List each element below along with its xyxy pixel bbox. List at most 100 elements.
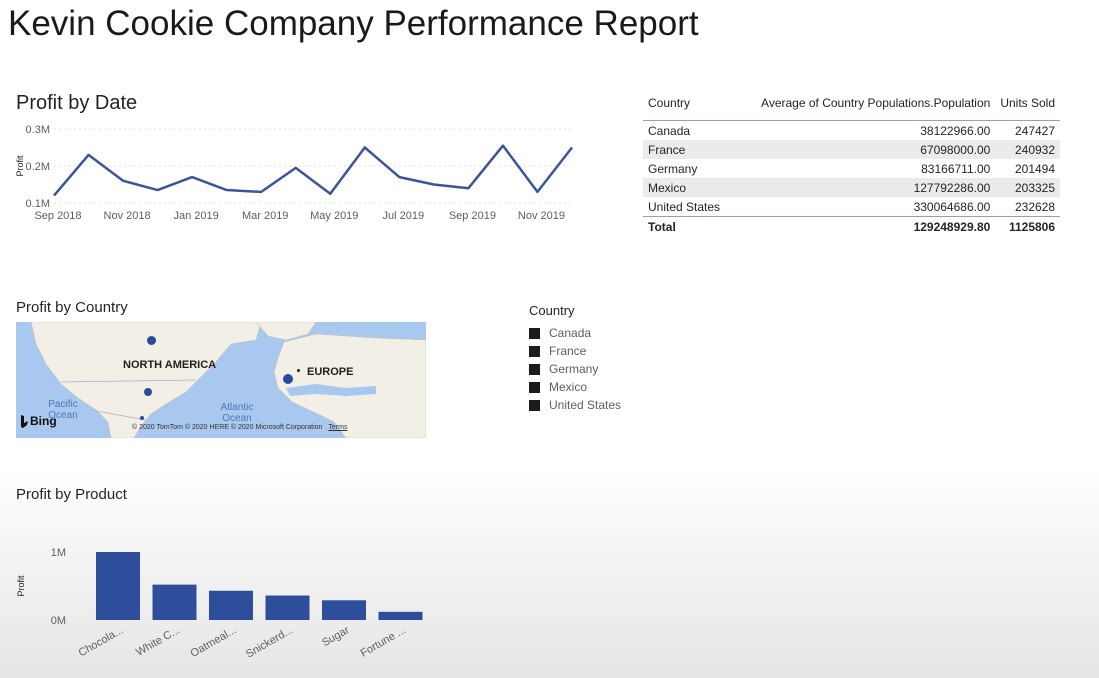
table-row[interactable]: Germany 83166711.00 201494 xyxy=(643,159,1060,178)
map-point-mexico[interactable] xyxy=(140,416,144,420)
line-chart-point[interactable] xyxy=(52,194,56,198)
bar-chart-bar[interactable] xyxy=(96,552,140,620)
table-total-cell: 129248929.80 xyxy=(725,216,996,236)
table-cell: United States xyxy=(648,200,721,214)
column-header-units-sold[interactable]: Units Sold xyxy=(995,96,1061,121)
line-chart-point[interactable] xyxy=(363,146,367,150)
line-chart-point[interactable] xyxy=(501,144,505,148)
line-chart-point[interactable] xyxy=(466,186,470,190)
table-row[interactable]: Mexico 127792286.00 203325 xyxy=(643,178,1061,197)
line-chart-point[interactable] xyxy=(259,190,263,194)
profit-by-product-chart[interactable]: Profit 0M 1M Chocola... White C... Oatmeal...… xyxy=(14,538,434,672)
legend-item[interactable]: France xyxy=(529,342,621,360)
bing-logo: Bing xyxy=(20,414,57,428)
column-header-population[interactable]: Average of Country Populations.Populatio… xyxy=(725,96,996,121)
legend-item[interactable]: Canada xyxy=(529,324,621,342)
table-header-row: Country Average of Country Populations.P… xyxy=(643,96,1061,121)
bar-chart-title: Profit by Product xyxy=(16,486,127,503)
bar-chart-bar[interactable] xyxy=(152,584,197,620)
legend-item[interactable]: Mexico xyxy=(529,378,621,396)
line-chart-y-tick: 0.1M xyxy=(26,198,50,210)
bar-chart-bar[interactable] xyxy=(209,590,253,620)
country-table[interactable]: Country Average of Country Populations.P… xyxy=(643,96,1061,236)
table-cell: 127792286.00 xyxy=(725,178,996,197)
map-label-europe: EUROPE xyxy=(307,366,354,378)
table-cell: 203325 xyxy=(995,178,1061,197)
table-cell: 240932 xyxy=(995,140,1061,159)
line-chart-point[interactable] xyxy=(294,166,298,170)
profit-by-country-map[interactable]: NORTH AMERICA EUROPE Pacific Ocean Atlan… xyxy=(16,322,426,438)
table-cell: 38122966.00 xyxy=(920,124,991,138)
column-header-country[interactable]: Country xyxy=(643,96,726,121)
line-chart-point[interactable] xyxy=(190,175,194,179)
legend-swatch xyxy=(529,363,540,375)
line-chart-point[interactable] xyxy=(397,175,401,179)
legend-label: Mexico xyxy=(549,380,588,394)
line-chart-point[interactable] xyxy=(156,188,160,192)
map-city-dot xyxy=(297,369,300,372)
line-chart-point[interactable] xyxy=(570,146,574,150)
line-chart-x-tick: Nov 2019 xyxy=(518,210,565,222)
line-chart-series-line[interactable] xyxy=(53,144,573,197)
line-chart-ylabel: Profit xyxy=(15,155,25,177)
table-row[interactable]: France 67098000.00 240932 xyxy=(643,140,1061,159)
bar-chart-category-label: Snickerd... xyxy=(244,624,295,660)
table-row[interactable]: United States 330064686.00 232628 xyxy=(643,197,1060,217)
table-cell: 67098000.00 xyxy=(725,140,996,159)
line-chart-point[interactable] xyxy=(535,190,539,194)
line-chart-x-tick: Sep 2019 xyxy=(449,210,496,222)
legend-swatch xyxy=(529,381,540,393)
bar-chart-bar[interactable] xyxy=(265,595,310,620)
map-point-united-states[interactable] xyxy=(144,388,152,396)
line-chart-x-tick: Jan 2019 xyxy=(174,210,219,222)
table-cell: France xyxy=(643,140,726,159)
map-point-europe[interactable] xyxy=(283,374,293,384)
line-chart-x-tick: Nov 2018 xyxy=(104,210,151,222)
bar-chart-y-tick: 1M xyxy=(51,547,66,559)
line-chart-point[interactable] xyxy=(121,179,125,183)
line-chart-y-tick: 0.2M xyxy=(26,161,50,173)
legend-label: United States xyxy=(549,398,622,412)
table-cell: 201494 xyxy=(1014,162,1056,176)
line-chart-point[interactable] xyxy=(328,192,332,196)
bar-chart-y-tick: 0M xyxy=(51,615,66,627)
map-point-canada[interactable] xyxy=(147,336,156,345)
line-chart-x-tick: Jul 2019 xyxy=(383,210,425,222)
bar-chart-bar[interactable] xyxy=(378,611,423,620)
table-row[interactable]: Canada 38122966.00 247427 xyxy=(643,121,1060,141)
legend-label: France xyxy=(549,344,587,358)
table-cell: Mexico xyxy=(643,178,726,197)
table-cell: 232628 xyxy=(1014,200,1056,214)
map-legend: Country Canada France Germany Mexico United … xyxy=(529,303,621,414)
map-label-atlantic: Atlantic Ocean xyxy=(220,402,254,424)
line-chart-point[interactable] xyxy=(87,153,91,157)
table-total-cell: 1125806 xyxy=(995,216,1061,236)
map-copyright-text: © 2020 TomTom © 2020 HERE © 2020 Microso… xyxy=(132,424,323,431)
line-chart-y-tick: 0.3M xyxy=(26,124,50,136)
legend-swatch xyxy=(529,399,540,411)
bar-chart-bar[interactable] xyxy=(322,600,366,620)
profit-by-date-chart[interactable]: Profit 0.1M 0.2M 0.3M Sep 2018 Nov 2018 Jan 20… xyxy=(14,118,584,230)
bar-chart-ylabel: Profit xyxy=(16,575,26,597)
table-total-row: Total 129248929.80 1125806 xyxy=(643,216,1061,236)
line-chart-point[interactable] xyxy=(225,188,229,192)
legend-item[interactable]: Germany xyxy=(529,360,621,378)
line-chart-x-tick: May 2019 xyxy=(310,210,358,222)
report-title: Kevin Cookie Company Performance Report xyxy=(8,4,699,43)
table-total-cell: Total xyxy=(643,216,726,236)
country-table-grid[interactable]: Country Average of Country Populations.P… xyxy=(643,96,1061,236)
legend-label: Canada xyxy=(549,326,592,340)
map-label-pacific: Pacific Ocean xyxy=(48,399,78,421)
legend-item[interactable]: United States xyxy=(529,396,621,414)
bar-chart-category-label: Chocola... xyxy=(77,624,126,659)
table-cell: Canada xyxy=(648,124,691,138)
legend-items: Canada France Germany Mexico United States xyxy=(529,324,621,414)
legend-title: Country xyxy=(529,303,575,318)
map-land xyxy=(30,322,426,438)
line-chart-point[interactable] xyxy=(432,183,436,187)
bar-chart-category-label: Sugar xyxy=(320,624,352,649)
map-terms-link[interactable]: Terms xyxy=(328,424,348,431)
line-chart-title: Profit by Date xyxy=(16,92,138,114)
line-chart-x-tick: Mar 2019 xyxy=(242,210,288,222)
legend-label: Germany xyxy=(549,362,599,376)
